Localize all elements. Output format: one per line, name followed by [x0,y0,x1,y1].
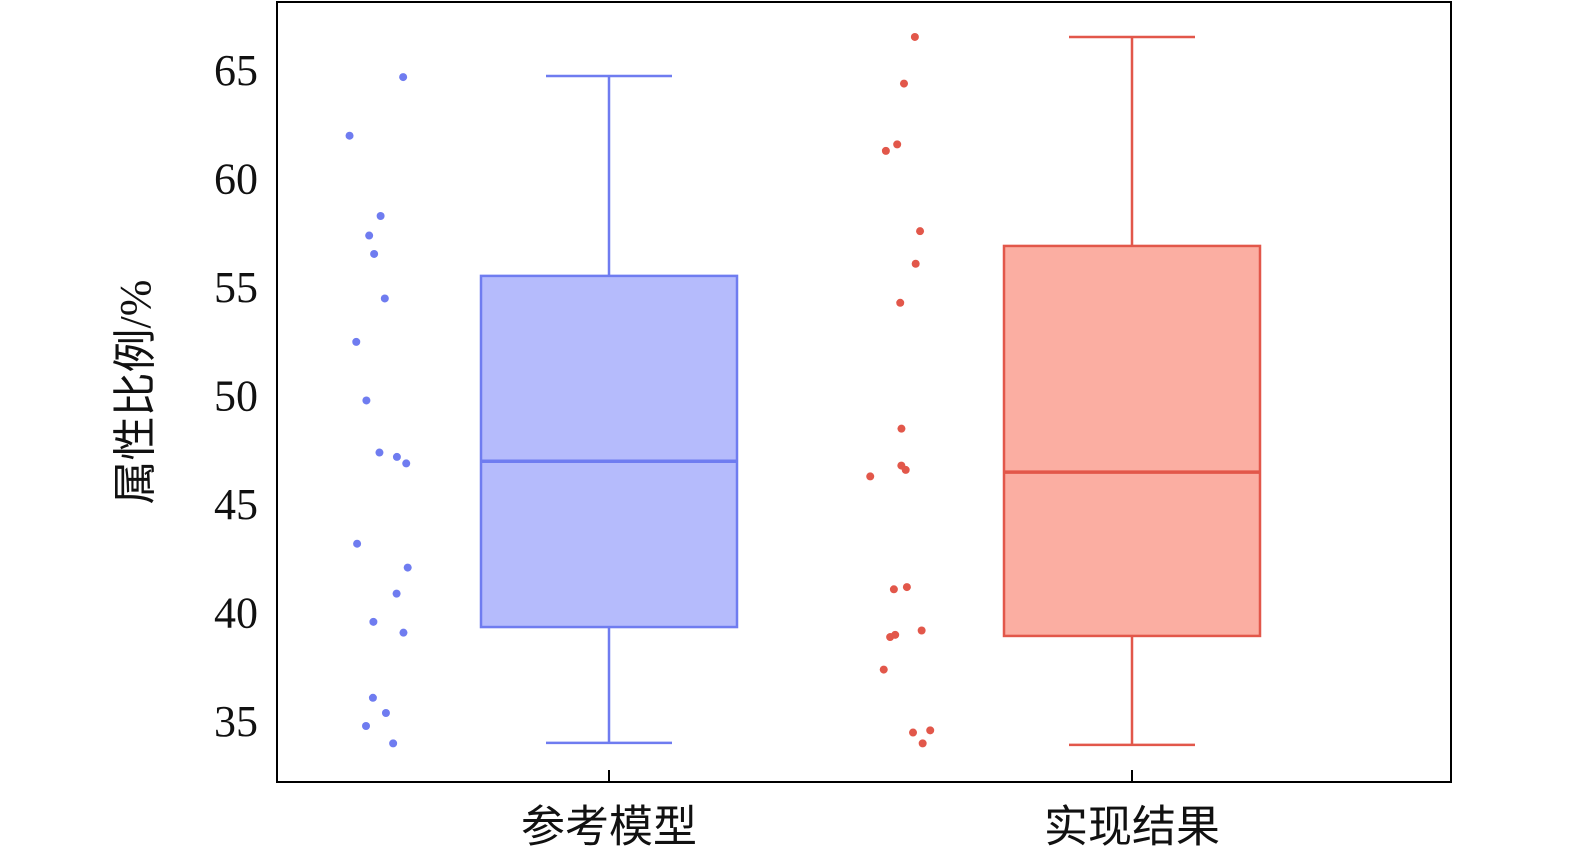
box [479,274,739,629]
data-point [916,227,925,236]
data-point [889,585,898,594]
data-point [353,539,362,548]
plot-frame [276,1,1452,783]
data-point [368,693,377,702]
y-tick-label: 35 [214,697,258,746]
data-point [918,739,927,748]
y-tick-label: 60 [214,155,258,204]
data-point [399,628,408,637]
data-point [911,259,920,268]
data-point [380,294,389,303]
data-point [879,665,888,674]
y-tick-label: 55 [214,263,258,312]
x-tick-label: 参考模型 [521,802,697,853]
data-point [896,298,905,307]
data-point [369,617,378,626]
data-point [909,728,918,737]
data-point [917,626,926,635]
data-point [899,79,908,88]
data-point [392,589,401,598]
data-point [399,73,408,82]
data-point [370,249,379,258]
data-point [345,131,354,140]
data-point [866,472,875,481]
x-tick-label: 实现结果 [1044,802,1220,853]
y-axis-label: 属性比例/% [111,280,160,505]
data-point [362,396,371,405]
y-tick-label: 45 [214,480,258,529]
y-tick-label: 40 [214,589,258,638]
data-point [389,739,398,748]
data-point [375,448,384,457]
data-point [392,452,401,461]
data-point [910,32,919,41]
data-point [403,563,412,572]
data-point [376,211,385,220]
y-tick-label: 65 [214,46,258,95]
data-point [897,424,906,433]
data-point [365,231,374,240]
data-point [891,630,900,639]
data-point [352,337,361,346]
data-point [881,146,890,155]
data-point [362,722,371,731]
data-point [926,726,935,735]
box [1002,244,1262,638]
data-point [402,459,411,468]
data-point [381,708,390,717]
data-point [901,465,910,474]
data-point [893,140,902,149]
data-point [902,583,911,592]
y-tick-label: 50 [214,372,258,421]
